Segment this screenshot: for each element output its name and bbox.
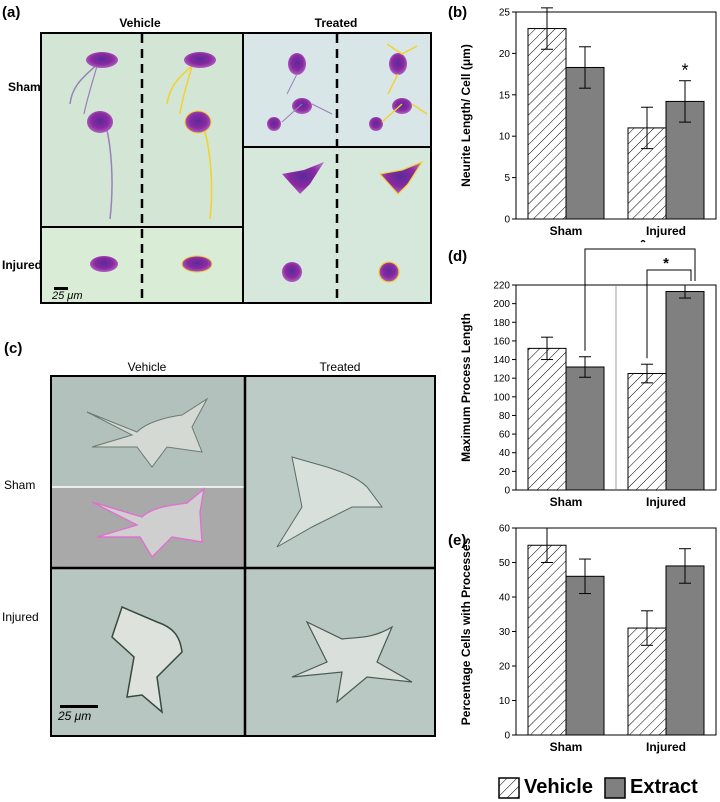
panel-c-row-label-injured: Injured	[2, 610, 39, 624]
chart-d-ytick-label: 20	[499, 467, 511, 478]
chart-b-ytick-label: 15	[499, 90, 511, 101]
chart-d-bar-vehicle-injured	[627, 373, 667, 491]
legend: Vehicle Extract	[498, 774, 718, 802]
chart-e-ytick-label: 50	[499, 558, 511, 569]
panel-a-image-grid: 25 μm	[40, 32, 432, 304]
panel-label-e: (e)	[448, 532, 467, 549]
chart-d-ytick-label: 0	[504, 486, 510, 497]
panel-c-image-grid: 25 μm	[50, 375, 436, 737]
legend-vehicle-swatch	[498, 777, 520, 799]
chart-b-significance-star: *	[681, 61, 688, 81]
chart-e-ytick-label: 20	[499, 662, 511, 673]
chart-b-ytick-label: 10	[499, 132, 511, 143]
panel-a-row-label-injured: Injured	[2, 258, 43, 272]
chart-e-category-label: Injured	[646, 740, 686, 754]
chart-e: 0 10 20 30 40 50 60 Percentage Cells with Proce…	[459, 524, 717, 754]
chart-e-ytick-label: 0	[504, 731, 510, 742]
panel-c-col-header-treated: Treated	[319, 360, 361, 374]
panel-c-scale-bar-label: 25 μm	[58, 709, 92, 723]
neuron-vehicle-injured	[90, 255, 213, 273]
chart-d-ytick-label: 200	[493, 299, 510, 310]
chart-e-ylabel: Percentage Cells with Processes	[459, 537, 473, 725]
chart-b-ytick-label: 0	[504, 215, 510, 226]
chart-d-ylabel: Maximum Process Length	[459, 313, 473, 462]
chart-b-ytick-label: 25	[499, 8, 511, 19]
chart-d-ytick-label: 180	[493, 318, 510, 329]
panel-c-col-header-vehicle: Vehicle	[127, 360, 167, 374]
legend-extract-label: Extract	[630, 776, 698, 798]
chart-e-bar-vehicle-sham	[527, 544, 567, 736]
chart-d-category-label: Sham	[550, 495, 583, 509]
chart-d-significance-bracket	[646, 269, 692, 359]
panel-label-d: (d)	[448, 248, 468, 265]
panel-a-row-label-sham: Sham	[8, 80, 41, 94]
chart-b-bar-vehicle-sham	[527, 28, 567, 220]
chart-b-ytick-label: 5	[504, 173, 510, 184]
panel-c-scale-bar	[60, 705, 98, 708]
chart-b-ytick-label: 20	[499, 49, 511, 60]
chart-b-category-label: Injured	[646, 224, 686, 238]
panel-c-row-label-sham: Sham	[4, 478, 36, 492]
neuron-treated-injured	[282, 160, 424, 283]
chart-b: 0 5 10 15 20 25 Neurite Length/ Cell (μm) Sham I…	[459, 7, 717, 238]
neuron-vehicle-sham-raw	[69, 52, 118, 220]
chart-d-ytick-label: 220	[493, 281, 510, 292]
chart-b-category-label: Sham	[550, 224, 583, 238]
chart-d-bar-extract-injured	[665, 291, 705, 491]
legend-extract-swatch	[604, 777, 626, 799]
legend-vehicle-label: Vehicle	[524, 776, 593, 798]
chart-d: 0 20 40 60 80 100 120 140 160 180 200 220 Maximum Pr…	[459, 240, 717, 509]
chart-d-ytick-label: 140	[493, 355, 510, 366]
chart-e-ytick-label: 30	[499, 627, 511, 638]
panel-label-b: (b)	[448, 4, 468, 21]
panel-label-a: (a)	[2, 4, 21, 21]
chart-e-bar-extract-sham	[565, 575, 605, 736]
chart-e-ytick-label: 10	[499, 696, 511, 707]
panel-a-col-header-vehicle: Vehicle	[119, 16, 161, 30]
chart-d-ytick-label: 80	[499, 411, 511, 422]
chart-d-ytick-label: 60	[499, 430, 511, 441]
chart-e-ytick-label: 40	[499, 593, 511, 604]
panel-a-micrographs	[42, 34, 430, 302]
chart-d-category-label: Injured	[646, 495, 686, 509]
panel-a-col-header-treated: Treated	[314, 16, 358, 30]
neuron-treated-sham	[267, 43, 428, 131]
chart-d-bar-vehicle-sham	[527, 347, 567, 491]
chart-d-significance-star: *	[663, 255, 669, 272]
chart-b-ylabel: Neurite Length/ Cell (μm)	[459, 44, 473, 187]
chart-d-ytick-label: 40	[499, 448, 511, 459]
chart-d-significance-star: *	[640, 240, 646, 251]
chart-d-ytick-label: 120	[493, 374, 510, 385]
chart-d-significance-bracket	[584, 248, 696, 351]
chart-e-bar-extract-injured	[665, 565, 705, 736]
chart-d-ytick-label: 100	[493, 392, 510, 403]
chart-d-bar-extract-sham	[565, 366, 605, 491]
chart-b-bar-extract-sham	[565, 66, 605, 220]
chart-e-category-label: Sham	[550, 740, 583, 754]
panel-c-micrographs	[52, 377, 434, 735]
panel-label-c: (c)	[4, 340, 23, 357]
chart-e-ytick-label: 60	[499, 524, 511, 535]
chart-b-plot-frame	[515, 11, 717, 220]
chart-d-ytick-label: 160	[493, 336, 510, 347]
panel-a-scale-bar	[54, 287, 68, 290]
neuron-vehicle-sham-traced	[166, 52, 216, 220]
panel-a-scale-bar-label: 25 μm	[52, 290, 83, 302]
